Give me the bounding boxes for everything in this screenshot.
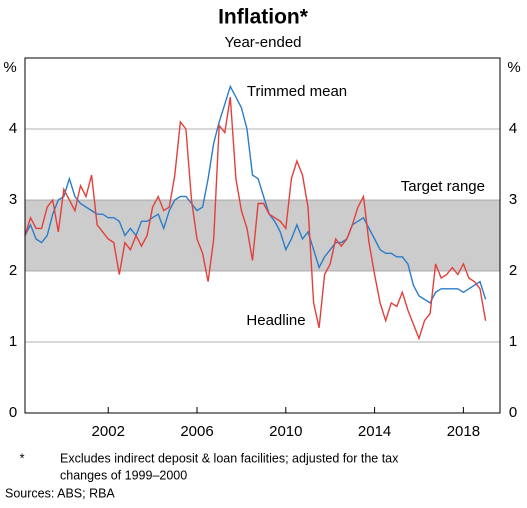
chart-subtitle: Year-ended bbox=[224, 34, 301, 51]
y-tick-label: 3 bbox=[9, 191, 17, 208]
x-tick-label: 2006 bbox=[180, 423, 213, 440]
y-tick-label: 1 bbox=[9, 333, 17, 350]
y-tick-label: 4 bbox=[9, 120, 17, 137]
sources: Sources: ABS; RBA bbox=[5, 486, 115, 500]
y-tick-label: 0 bbox=[9, 404, 17, 421]
x-tick-label: 2018 bbox=[447, 423, 480, 440]
x-tick-label: 2010 bbox=[269, 423, 302, 440]
y-tick-label: 2 bbox=[9, 262, 17, 279]
x-tick-label: 2014 bbox=[358, 423, 391, 440]
footnote: changes of 1999–2000 bbox=[60, 468, 187, 482]
y2-tick-label: 0 bbox=[509, 404, 517, 421]
line bbox=[24, 96, 487, 341]
plot-frame bbox=[24, 57, 501, 414]
y-unit-right: % bbox=[507, 59, 520, 76]
x-tick-label: 2002 bbox=[92, 423, 125, 440]
y2-tick-label: 3 bbox=[509, 191, 517, 208]
y2-tick-label: 2 bbox=[509, 262, 517, 279]
target-band bbox=[25, 200, 500, 271]
line bbox=[24, 84, 487, 304]
y-unit-left: % bbox=[3, 59, 16, 76]
chart-title: Inflation* bbox=[218, 6, 309, 29]
footnote-marker: * bbox=[20, 451, 25, 465]
target-label: Target range bbox=[401, 178, 485, 195]
footnote: Excludes indirect deposit & loan facilit… bbox=[60, 451, 399, 465]
series-label: Trimmed mean bbox=[247, 83, 347, 100]
y2-tick-label: 4 bbox=[509, 120, 517, 137]
y2-tick-label: 1 bbox=[509, 333, 517, 350]
series-label: Headline bbox=[246, 312, 305, 329]
